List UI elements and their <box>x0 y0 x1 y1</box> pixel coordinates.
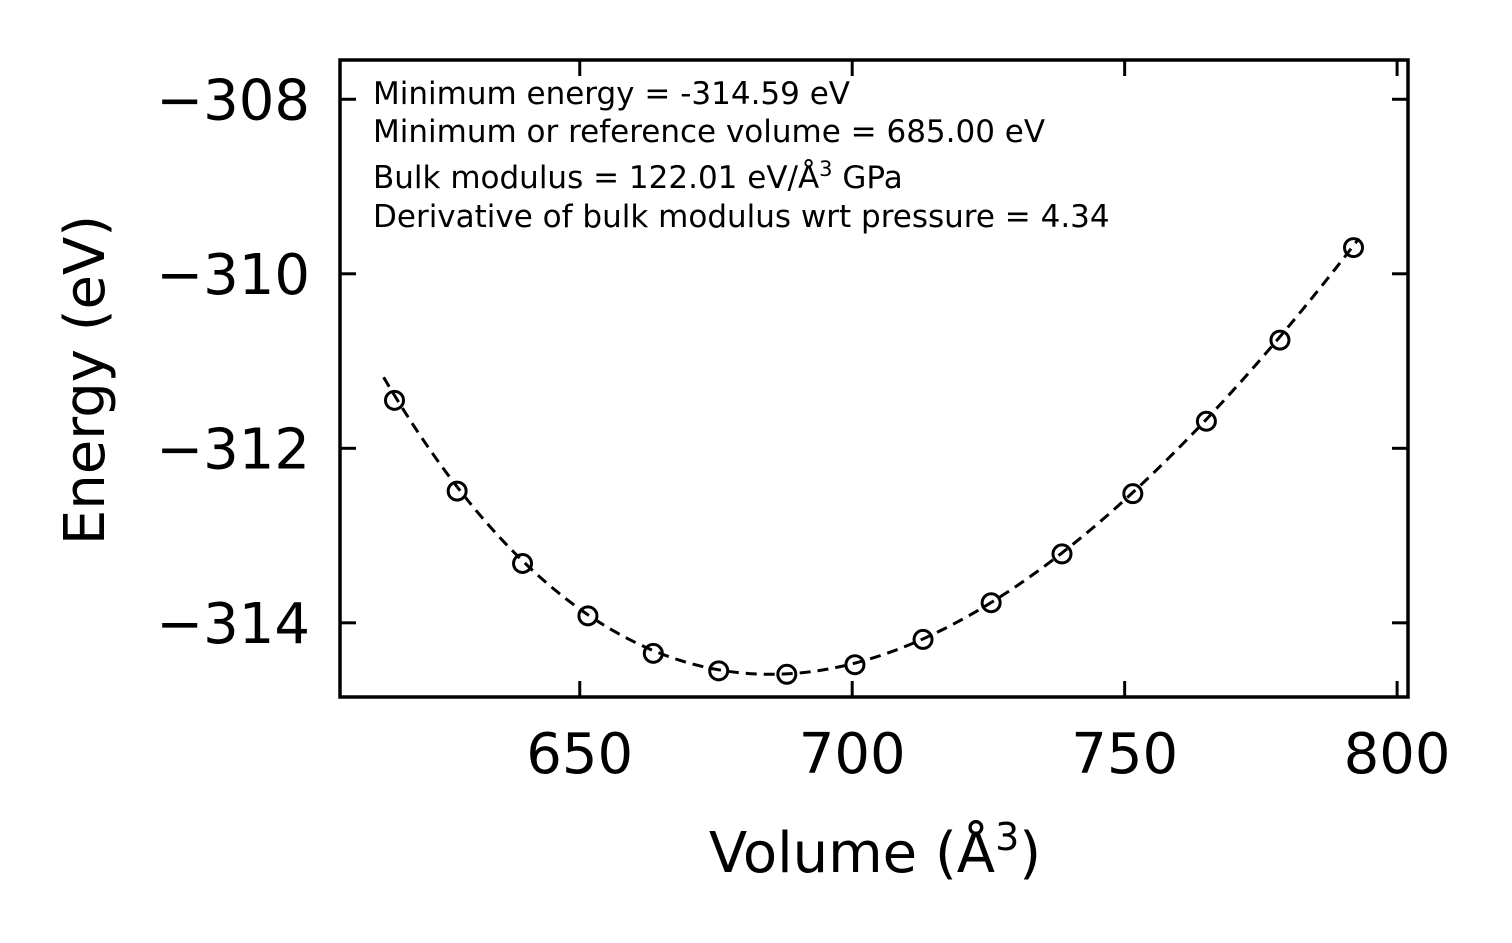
data-point <box>512 552 534 574</box>
data-point <box>1122 483 1144 505</box>
y-axis-title: Energy (eV) <box>53 215 118 545</box>
annotation-min-volume: Minimum or reference volume = 685.00 eV <box>373 114 1045 150</box>
axis-ticks <box>340 60 1408 697</box>
y-tick-label: −310 <box>156 243 310 308</box>
data-points <box>383 237 1365 685</box>
x-tick-label: 650 <box>526 722 633 787</box>
data-point <box>383 389 405 411</box>
fit-curve-dashed <box>382 237 1361 676</box>
fit-parameters-annotation: Minimum energy = -314.59 eV Minimum or r… <box>373 76 1110 235</box>
y-tick-label: −312 <box>156 417 310 482</box>
annotation-min-energy: Minimum energy = -314.59 eV <box>373 76 850 112</box>
data-point <box>642 642 664 664</box>
annotation-bulk-derivative: Derivative of bulk modulus wrt pressure … <box>373 199 1110 235</box>
y-tick-label: −314 <box>156 592 310 657</box>
data-point <box>844 654 866 676</box>
data-point <box>912 628 934 650</box>
data-point <box>980 592 1002 614</box>
data-point <box>708 660 730 682</box>
data-point <box>776 663 798 685</box>
data-point <box>1343 237 1365 259</box>
x-tick-label: 700 <box>799 722 906 787</box>
data-point <box>577 605 599 627</box>
data-point <box>1269 329 1291 351</box>
data-point <box>446 480 468 502</box>
plot-frame <box>338 58 1410 699</box>
plot-area <box>382 237 1365 685</box>
x-tick-label: 800 <box>1344 722 1451 787</box>
x-axis-title: Volume (Å3) <box>709 815 1041 886</box>
data-point <box>1051 543 1073 565</box>
tick-labels: 650 700 750 800 −308 −310 −312 −314 <box>156 68 1450 787</box>
y-tick-label: −308 <box>156 68 310 133</box>
annotation-bulk-modulus: Bulk modulus = 122.01 eV/Å3 GPa <box>373 157 903 196</box>
data-point <box>1195 410 1217 432</box>
x-tick-label: 750 <box>1071 722 1178 787</box>
